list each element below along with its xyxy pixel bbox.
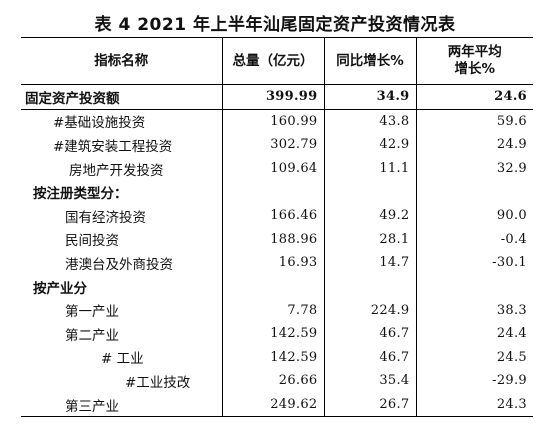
row-total: 188.96 — [221, 227, 324, 252]
table-row: 固定资产投资额 399.99 34.9 24.6 — [21, 84, 533, 110]
row-name: #基础设施投资 — [53, 115, 146, 132]
table-row: 第一产业 7.78 224.9 38.3 — [21, 298, 533, 322]
row-total: 160.99 — [221, 109, 324, 134]
row-total: 142.59 — [221, 321, 324, 346]
row-yoy: 28.1 — [323, 227, 416, 252]
row-name: 第二产业 — [65, 327, 119, 344]
header-two-year-line2: 增长% — [454, 61, 496, 77]
section-label: 按注册类型分： — [33, 186, 128, 203]
row-name: 房地产开发投资 — [69, 162, 164, 179]
row-two-year: 90.0 — [415, 203, 533, 228]
row-two-year: 38.3 — [415, 298, 533, 322]
row-name: 民间投资 — [65, 233, 119, 250]
row-name: 第一产业 — [65, 304, 119, 321]
table-row: # 工业 142.59 46.7 24.5 — [21, 345, 533, 370]
row-two-year: 32.9 — [415, 156, 533, 181]
row-total — [221, 274, 324, 299]
investment-table: 指标名称 总量（亿元） 同比增长% 两年平均 增长% 固定资产投资额 399.9… — [21, 37, 533, 418]
row-yoy: 14.7 — [323, 251, 416, 275]
row-total — [221, 180, 324, 204]
row-yoy — [323, 274, 416, 299]
row-yoy: 43.8 — [323, 109, 416, 134]
row-name: 国有经济投资 — [65, 209, 146, 226]
row-yoy — [323, 180, 416, 204]
row-total: 249.62 — [221, 392, 324, 417]
table-row: 第三产业 249.62 26.7 24.3 — [21, 392, 533, 417]
row-yoy: 42.9 — [323, 133, 416, 157]
row-yoy: 46.7 — [323, 321, 416, 346]
row-yoy: 46.7 — [323, 345, 416, 370]
row-yoy: 11.1 — [323, 156, 416, 181]
header-two-year: 两年平均 增长% — [415, 37, 533, 85]
row-two-year: 24.9 — [415, 133, 533, 157]
header-name: 指标名称 — [21, 37, 222, 85]
row-total: 399.99 — [221, 84, 324, 110]
table-row: 民间投资 188.96 28.1 -0.4 — [21, 227, 533, 252]
row-yoy: 224.9 — [323, 298, 416, 322]
row-two-year — [415, 274, 533, 299]
row-total: 142.59 — [221, 345, 324, 370]
row-name: # 工业 — [101, 351, 144, 368]
section-row: 按产业分 — [21, 274, 533, 299]
row-yoy: 49.2 — [323, 203, 416, 228]
row-two-year: -0.4 — [415, 227, 533, 252]
table-row: 房地产开发投资 109.64 11.1 32.9 — [21, 156, 533, 181]
row-yoy: 34.9 — [323, 84, 416, 110]
header-two-year-line1: 两年平均 — [447, 44, 502, 60]
row-total: 26.66 — [221, 369, 324, 393]
row-total: 7.78 — [221, 298, 324, 322]
row-yoy: 26.7 — [323, 392, 416, 417]
row-total: 109.64 — [221, 156, 324, 181]
header-yoy: 同比增长% — [323, 37, 416, 85]
section-label: 按产业分 — [33, 280, 87, 297]
table-row: #建筑安装工程投资 302.79 42.9 24.9 — [21, 133, 533, 157]
row-two-year: -29.9 — [415, 369, 533, 393]
row-name: 港澳台及外商投资 — [65, 256, 173, 273]
row-two-year: 24.3 — [415, 392, 533, 417]
table-row: 第二产业 142.59 46.7 24.4 — [21, 321, 533, 346]
header-total: 总量（亿元） — [221, 37, 324, 85]
row-name: 固定资产投资额 — [21, 84, 222, 110]
table-row: #工业技改 26.66 35.4 -29.9 — [21, 369, 533, 393]
row-yoy: 35.4 — [323, 369, 416, 393]
header-row: 指标名称 总量（亿元） 同比增长% 两年平均 增长% — [21, 37, 533, 85]
row-name: #建筑安装工程投资 — [53, 138, 173, 155]
section-row: 按注册类型分： — [21, 180, 533, 204]
row-two-year: 24.6 — [415, 84, 533, 110]
row-name: 第三产业 — [65, 398, 119, 415]
row-total: 166.46 — [221, 203, 324, 228]
row-name: #工业技改 — [125, 374, 191, 391]
row-two-year: 24.5 — [415, 345, 533, 370]
table-row: 国有经济投资 166.46 49.2 90.0 — [21, 203, 533, 228]
table-title: 表 4 2021 年上半年汕尾固定资产投资情况表 — [94, 15, 456, 35]
row-total: 16.93 — [221, 251, 324, 275]
row-two-year: 24.4 — [415, 321, 533, 346]
row-total: 302.79 — [221, 133, 324, 157]
table-row: 港澳台及外商投资 16.93 14.7 -30.1 — [21, 251, 533, 275]
table-row: #基础设施投资 160.99 43.8 59.6 — [21, 109, 533, 134]
row-two-year: 59.6 — [415, 109, 533, 134]
row-two-year: -30.1 — [415, 251, 533, 275]
row-two-year — [415, 180, 533, 204]
